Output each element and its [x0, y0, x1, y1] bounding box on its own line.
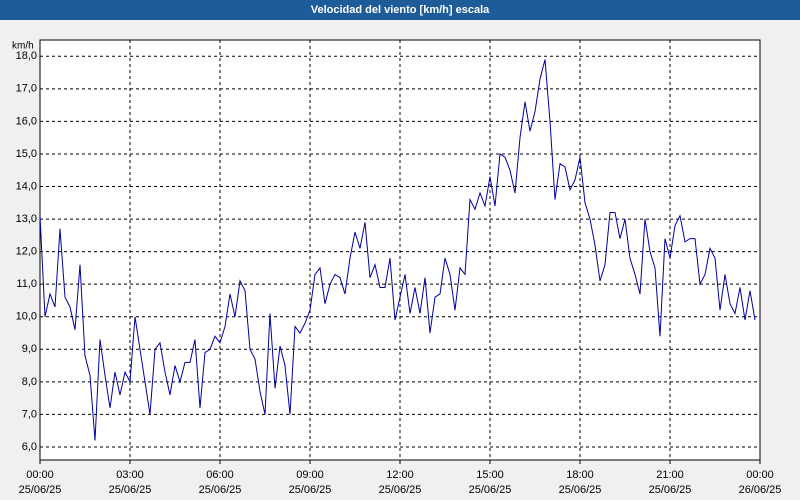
wind-line — [39, 59, 756, 441]
y-tick-label: 13,0 — [16, 213, 37, 225]
y-tick-label: 10,0 — [16, 311, 37, 323]
x-tick-date: 25/06/25 — [469, 484, 512, 496]
x-tick-label: 18:00 — [566, 469, 594, 481]
x-tick-label: 21:00 — [656, 469, 684, 481]
x-tick-date: 25/06/25 — [649, 484, 692, 496]
y-tick-label: 9,0 — [22, 343, 37, 355]
x-tick-label: 00:00 — [26, 469, 54, 481]
title-bar — [0, 0, 800, 20]
x-tick-date: 25/06/25 — [289, 484, 332, 496]
y-tick-label: 17,0 — [16, 83, 37, 95]
x-tick-label: 00:00 — [746, 469, 774, 481]
y-tick-label: 8,0 — [22, 376, 37, 388]
x-tick-date: 25/06/25 — [199, 484, 242, 496]
x-tick-label: 06:00 — [206, 469, 234, 481]
y-tick-label: 6,0 — [22, 441, 37, 453]
chart-title: Velocidad del viento [km/h] escala — [311, 4, 490, 16]
y-tick-label: 12,0 — [16, 246, 37, 258]
y-tick-label: 18,0 — [16, 50, 37, 62]
x-tick-label: 09:00 — [296, 469, 324, 481]
plot-border — [39, 39, 761, 461]
x-tick-date: 26/06/25 — [739, 484, 782, 496]
x-tick-date: 25/06/25 — [19, 484, 62, 496]
y-tick-label: 14,0 — [16, 180, 37, 192]
y-axis-label: km/h — [12, 41, 34, 52]
x-tick-date: 25/06/25 — [559, 484, 602, 496]
y-tick-label: 7,0 — [22, 408, 37, 420]
x-tick-label: 12:00 — [386, 469, 414, 481]
x-tick-label: 03:00 — [116, 469, 144, 481]
y-tick-label: 11,0 — [16, 278, 37, 290]
x-tick-date: 25/06/25 — [109, 484, 152, 496]
x-tick-date: 25/06/25 — [379, 484, 422, 496]
y-tick-label: 15,0 — [16, 148, 37, 160]
x-tick-label: 15:00 — [476, 469, 504, 481]
y-tick-label: 16,0 — [16, 115, 37, 127]
